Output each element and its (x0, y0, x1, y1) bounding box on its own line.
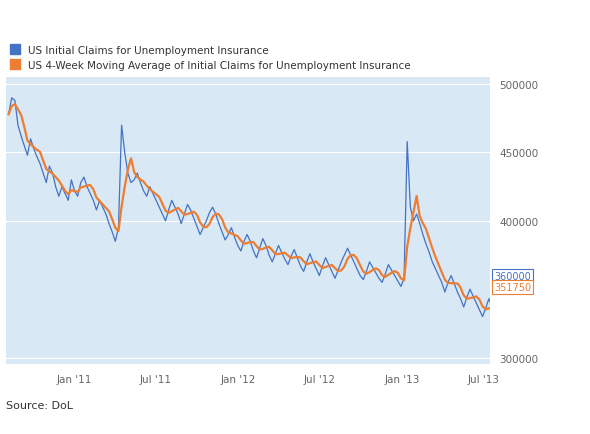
Text: 351750: 351750 (494, 282, 531, 292)
Legend: US Initial Claims for Unemployment Insurance, US 4-Week Moving Average of Initia: US Initial Claims for Unemployment Insur… (6, 42, 415, 75)
Text: Source: DoL: Source: DoL (6, 400, 73, 410)
Text: 360000: 360000 (494, 271, 530, 281)
